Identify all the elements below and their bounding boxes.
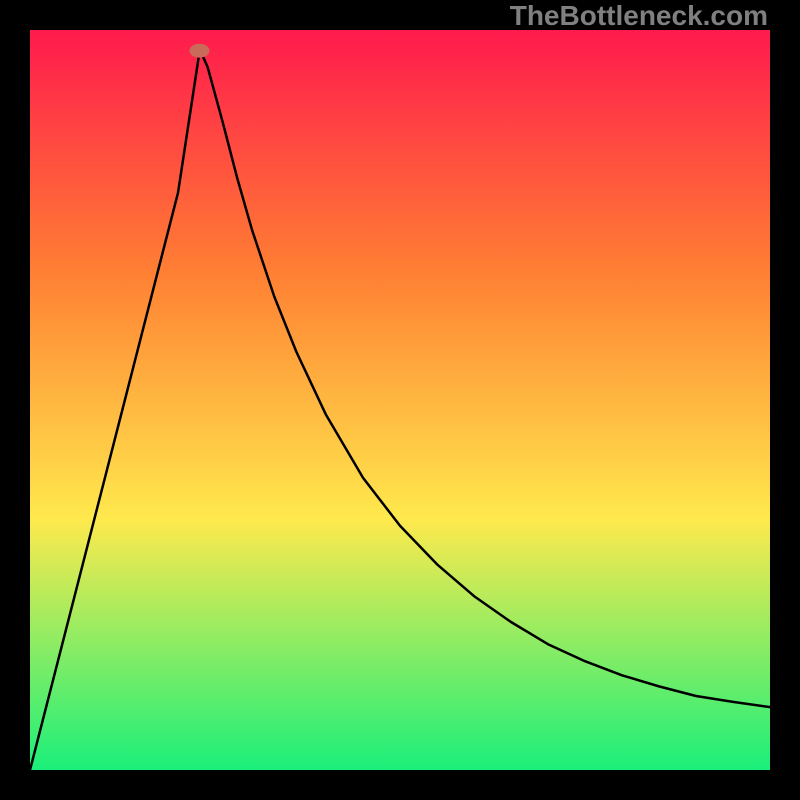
chart-container: TheBottleneck.com (0, 0, 800, 800)
curve-layer (0, 0, 800, 800)
watermark-text: TheBottleneck.com (510, 0, 768, 32)
bottleneck-curve (30, 51, 770, 770)
minimum-marker (189, 44, 209, 58)
